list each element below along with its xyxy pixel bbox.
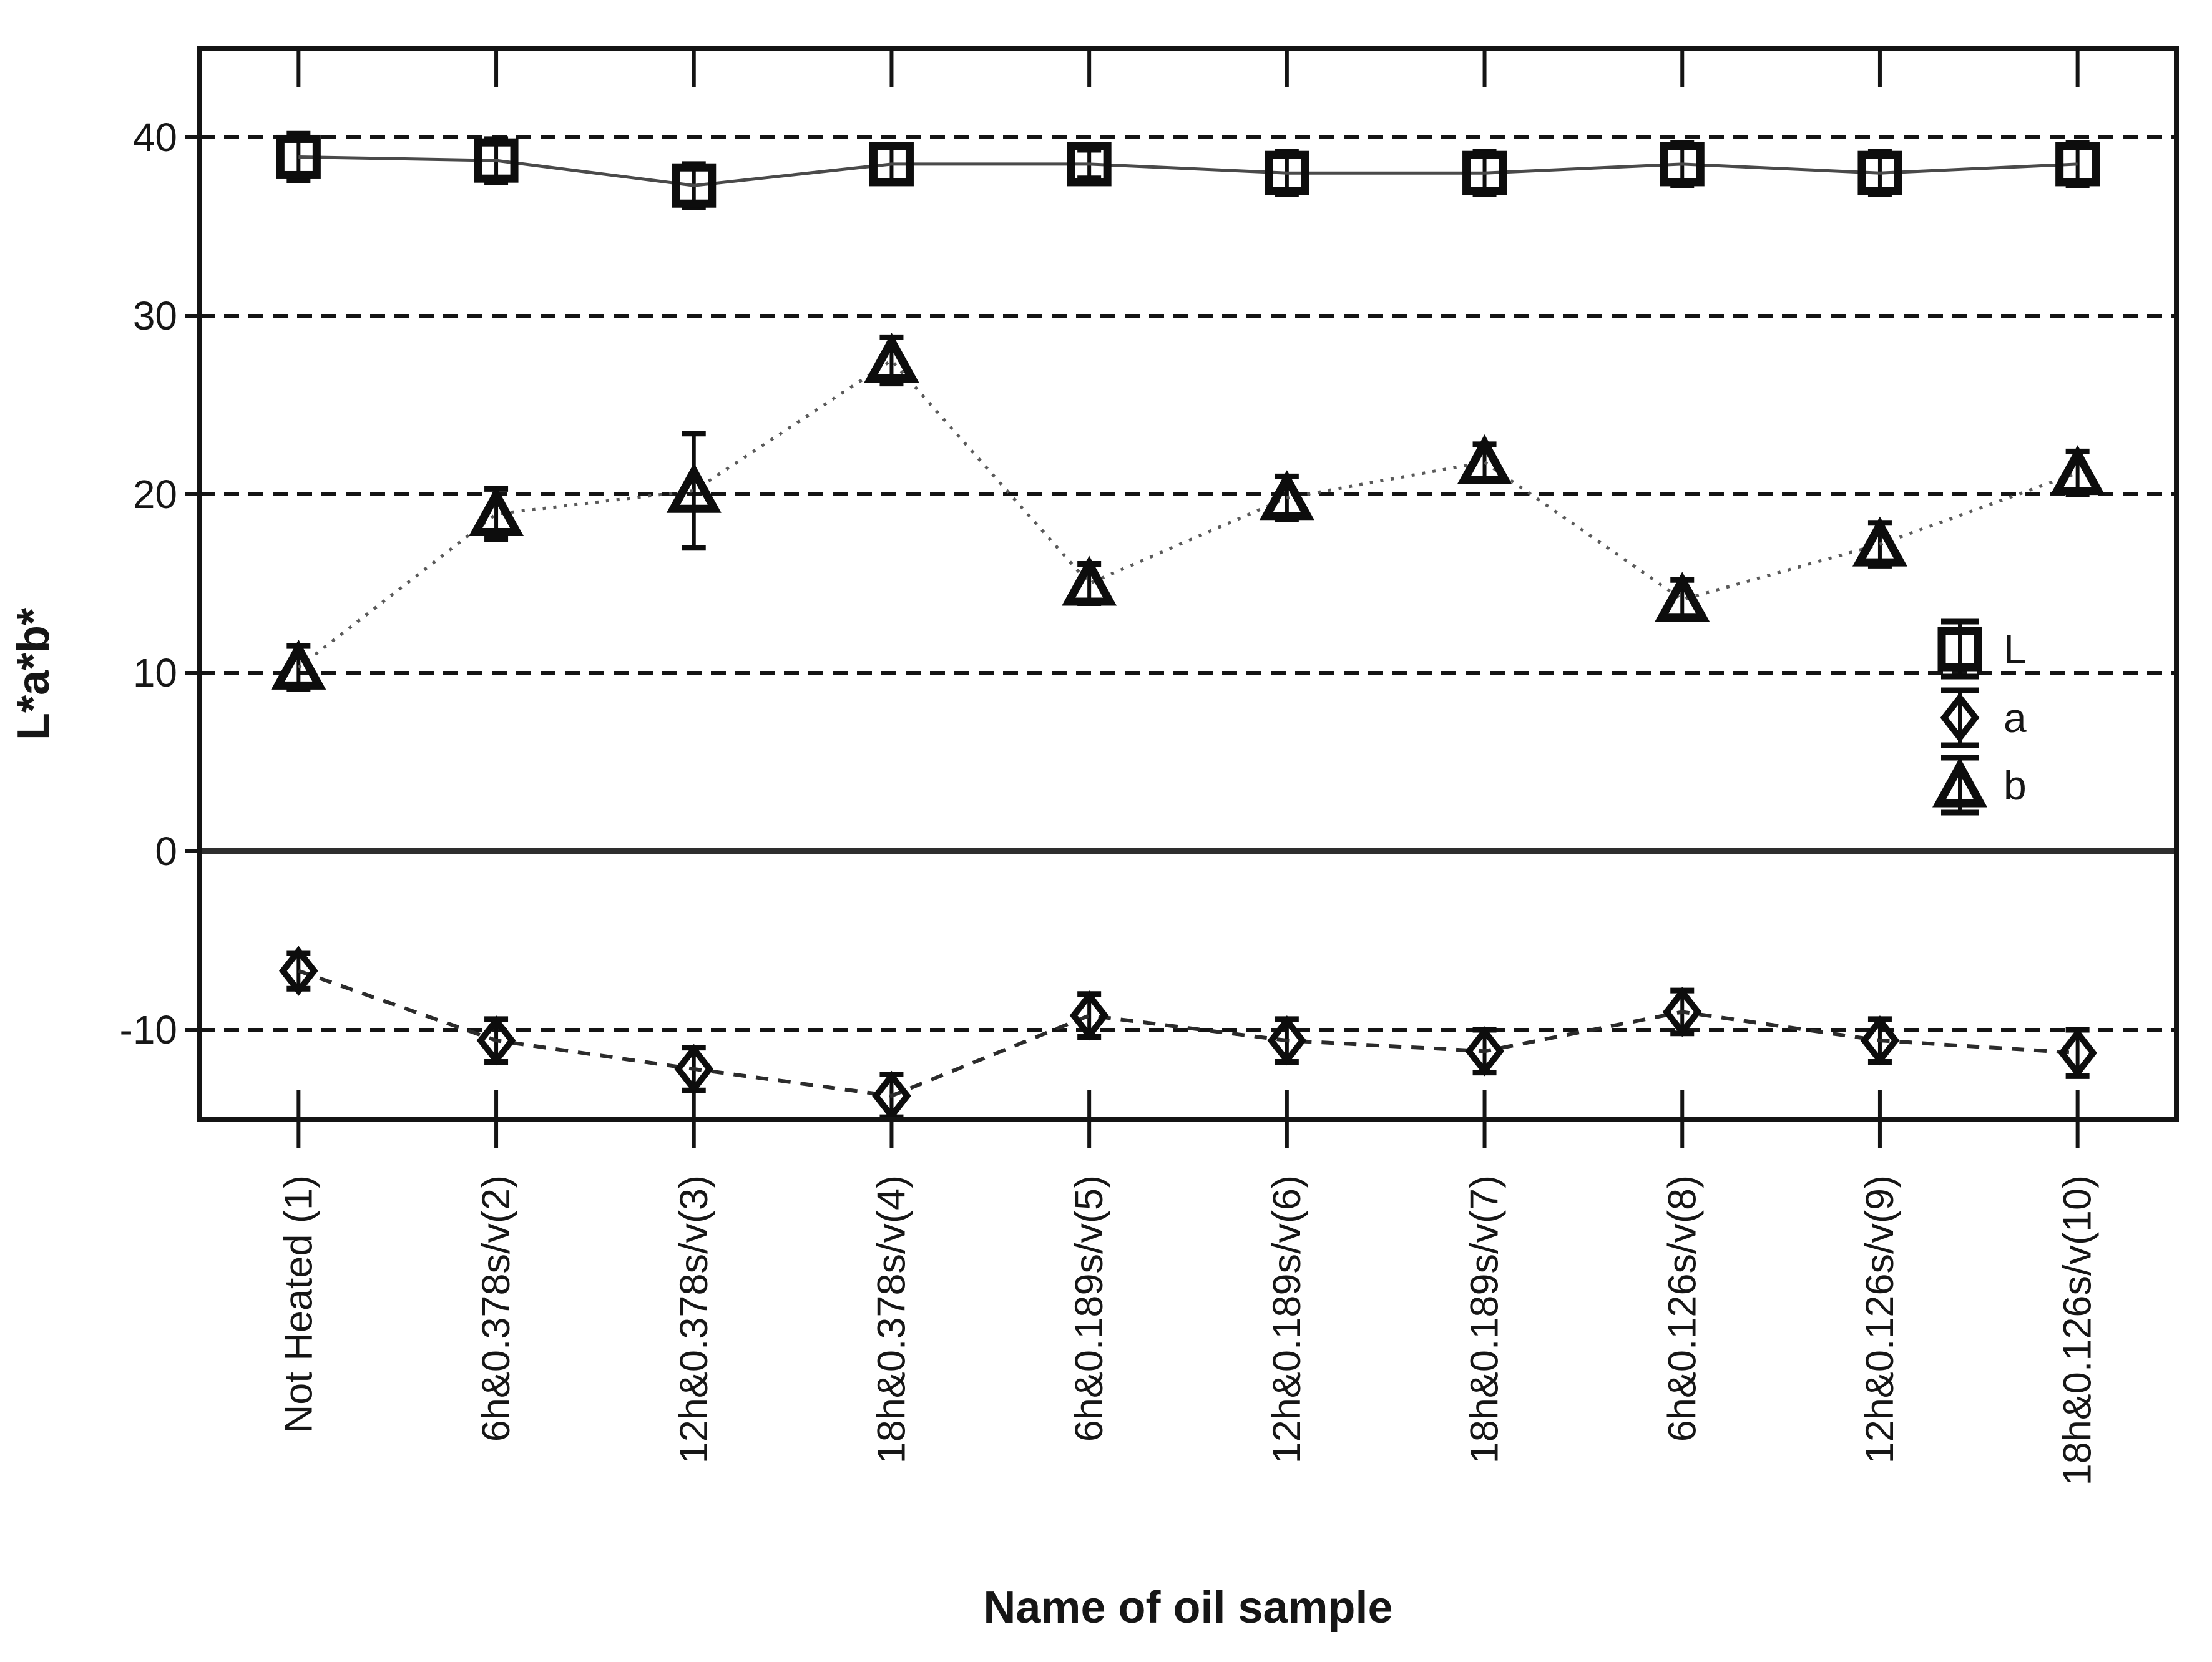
- series-L-marker-8: [1660, 142, 1705, 187]
- series-a-marker-7: [1465, 1026, 1504, 1077]
- legend-label-a: a: [2004, 695, 2027, 741]
- plot-border: [197, 46, 2179, 1122]
- x-tick-label-7: 18h&0.189s/v(7): [1463, 1175, 1507, 1464]
- x-tick-label-10: 18h&0.126s/v(10): [2056, 1175, 2100, 1485]
- series-b-marker-4: [864, 333, 919, 383]
- series-a-marker-4: [872, 1070, 911, 1121]
- series-a-marker-10: [2058, 1028, 2097, 1078]
- series-b-marker-7: [1457, 434, 1512, 485]
- series-L-marker-5: [1067, 142, 1112, 187]
- legend-marker-a: [1940, 692, 1980, 743]
- x-tick-label-6: 12h&0.189s/v(6): [1265, 1175, 1309, 1464]
- series-a-marker-1: [279, 946, 318, 996]
- x-tick-label-1: Not Heated (1): [276, 1175, 320, 1433]
- series-b-line: [297, 358, 2078, 669]
- series-b-marker-2: [469, 486, 524, 536]
- series-b-marker-10: [2050, 445, 2105, 496]
- series-L-marker-3: [672, 163, 717, 208]
- legend-marker-L: [1937, 627, 1982, 672]
- series-a-marker-3: [674, 1044, 714, 1095]
- x-axis-title: Name of oil sample: [983, 1583, 1392, 1633]
- series-a-marker-5: [1069, 990, 1109, 1041]
- series-a-marker-9: [1860, 1015, 1900, 1066]
- series-L-marker-4: [869, 142, 914, 187]
- x-tick-label-9: 12h&0.126s/v(9): [1858, 1175, 1902, 1464]
- x-tick-label-5: 6h&0.189s/v(5): [1067, 1175, 1111, 1442]
- legend-label-L: L: [2004, 626, 2027, 672]
- series-b-marker-8: [1655, 572, 1710, 622]
- series-L-marker-7: [1462, 150, 1507, 195]
- x-tick-label-2: 6h&0.378s/v(2): [474, 1175, 518, 1442]
- y-tick-label-0: 0: [155, 829, 177, 874]
- series-L-marker-10: [2055, 142, 2100, 187]
- series-b-marker-3: [666, 462, 722, 513]
- series-L-marker-9: [1857, 150, 1902, 195]
- y-tick-label-10: 10: [133, 650, 177, 695]
- legend-label-b: b: [2004, 762, 2027, 808]
- series-a-line: [298, 969, 2078, 1098]
- x-tick-label-8: 6h&0.126s/v(8): [1660, 1175, 1704, 1442]
- x-tick-label-4: 18h&0.378s/v(4): [869, 1175, 913, 1464]
- y-axis-title: L*a*b*: [9, 608, 59, 740]
- series-L-marker-6: [1265, 150, 1309, 195]
- legend-marker-b: [1932, 757, 1987, 808]
- series-b-marker-1: [271, 639, 326, 690]
- series-b-marker-5: [1062, 555, 1117, 606]
- series-b-marker-6: [1259, 470, 1314, 521]
- y-tick-label-40: 40: [133, 115, 177, 160]
- series-a-marker-8: [1662, 987, 1702, 1037]
- series-L-marker-2: [474, 138, 519, 183]
- series-L-line: [298, 155, 2078, 187]
- series-b-marker-9: [1852, 516, 1907, 567]
- x-tick-label-3: 12h&0.378s/v(3): [672, 1175, 716, 1464]
- series-L-marker-1: [276, 134, 321, 179]
- y-tick-label-30: 30: [133, 293, 177, 338]
- series-a-marker-2: [476, 1015, 516, 1066]
- series-a-marker-6: [1267, 1015, 1307, 1066]
- y-tick-label--10: -10: [120, 1007, 178, 1052]
- y-tick-label-20: 20: [133, 472, 177, 517]
